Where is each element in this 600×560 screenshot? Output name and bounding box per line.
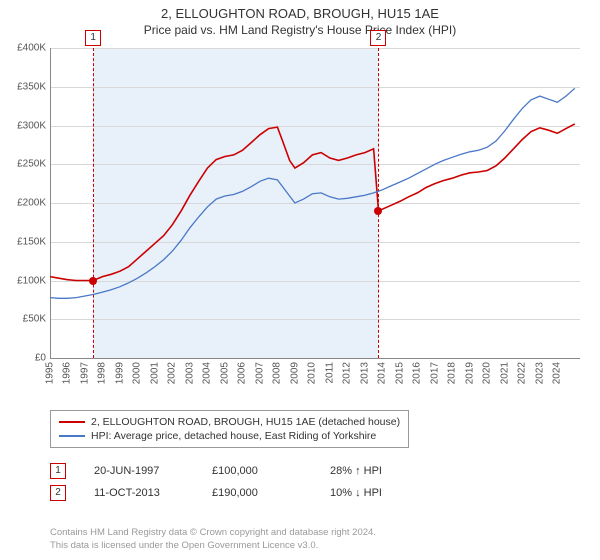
sale-row: 1 20-JUN-1997 £100,000 28% ↑ HPI <box>50 460 420 482</box>
x-axis-label: 1997 <box>79 362 90 384</box>
x-axis-label: 2019 <box>464 362 475 384</box>
y-axis-label: £100K <box>17 275 46 286</box>
x-axis-label: 2016 <box>412 362 423 384</box>
sale-events-table: 1 20-JUN-1997 £100,000 28% ↑ HPI 2 11-OC… <box>50 460 420 504</box>
chart-lines-svg <box>50 48 580 358</box>
legend-row-property: 2, ELLOUGHTON ROAD, BROUGH, HU15 1AE (de… <box>59 415 400 429</box>
x-axis-label: 2018 <box>447 362 458 384</box>
x-axis-label: 2022 <box>517 362 528 384</box>
sale-price: £190,000 <box>212 487 302 499</box>
y-axis-label: £250K <box>17 159 46 170</box>
sale-delta: 10% ↓ HPI <box>330 487 420 499</box>
footer-attribution: Contains HM Land Registry data © Crown c… <box>50 527 376 552</box>
legend-swatch-property <box>59 421 85 423</box>
x-axis-label: 2015 <box>394 362 405 384</box>
x-axis-label: 1998 <box>97 362 108 384</box>
sale-price: £100,000 <box>212 465 302 477</box>
series-line-property <box>50 124 575 281</box>
event-dot <box>374 207 382 215</box>
event-marker-box: 1 <box>85 30 101 46</box>
x-axis-line <box>50 358 580 359</box>
x-axis-label: 2003 <box>184 362 195 384</box>
sale-delta: 28% ↑ HPI <box>330 465 420 477</box>
footer-line-2: This data is licensed under the Open Gov… <box>50 540 376 552</box>
x-axis-label: 1996 <box>62 362 73 384</box>
sale-row: 2 11-OCT-2013 £190,000 10% ↓ HPI <box>50 482 420 504</box>
legend-label-hpi: HPI: Average price, detached house, East… <box>91 430 376 442</box>
x-axis-label: 2012 <box>342 362 353 384</box>
x-axis-label: 2014 <box>377 362 388 384</box>
x-axis-label: 2011 <box>324 362 335 384</box>
x-axis-label: 2021 <box>499 362 510 384</box>
y-axis-label: £150K <box>17 236 46 247</box>
y-axis-label: £200K <box>17 198 46 209</box>
x-axis-label: 2006 <box>237 362 248 384</box>
x-axis-label: 2023 <box>534 362 545 384</box>
x-axis-label: 2010 <box>307 362 318 384</box>
x-axis-label: 2013 <box>359 362 370 384</box>
x-axis-label: 2017 <box>429 362 440 384</box>
y-axis-label: £300K <box>17 120 46 131</box>
y-axis-label: £400K <box>17 43 46 54</box>
y-axis-label: £50K <box>23 314 46 325</box>
legend-row-hpi: HPI: Average price, detached house, East… <box>59 429 400 443</box>
x-axis-label: 2024 <box>552 362 563 384</box>
x-axis-label: 1995 <box>45 362 56 384</box>
footer-line-1: Contains HM Land Registry data © Crown c… <box>50 527 376 539</box>
x-axis-label: 2009 <box>289 362 300 384</box>
x-axis-label: 2020 <box>482 362 493 384</box>
x-axis-label: 2004 <box>202 362 213 384</box>
sale-date: 20-JUN-1997 <box>94 465 184 477</box>
legend-swatch-hpi <box>59 435 85 437</box>
x-axis-label: 1999 <box>114 362 125 384</box>
x-axis-label: 2005 <box>219 362 230 384</box>
y-axis-label: £350K <box>17 81 46 92</box>
x-axis-label: 2002 <box>167 362 178 384</box>
chart-legend: 2, ELLOUGHTON ROAD, BROUGH, HU15 1AE (de… <box>50 410 409 448</box>
event-marker-box: 2 <box>370 30 386 46</box>
x-axis-label: 2007 <box>254 362 265 384</box>
x-axis-label: 2000 <box>132 362 143 384</box>
x-axis-label: 2001 <box>149 362 160 384</box>
event-dot <box>89 277 97 285</box>
sale-marker-2: 2 <box>50 485 66 501</box>
chart-plot-area: £0£50K£100K£150K£200K£250K£300K£350K£400… <box>50 48 580 358</box>
legend-label-property: 2, ELLOUGHTON ROAD, BROUGH, HU15 1AE (de… <box>91 416 400 428</box>
sale-marker-1: 1 <box>50 463 66 479</box>
chart-container: 2, ELLOUGHTON ROAD, BROUGH, HU15 1AE Pri… <box>0 0 600 560</box>
x-axis-label: 2008 <box>272 362 283 384</box>
sale-date: 11-OCT-2013 <box>94 487 184 499</box>
page-title: 2, ELLOUGHTON ROAD, BROUGH, HU15 1AE <box>0 0 600 21</box>
